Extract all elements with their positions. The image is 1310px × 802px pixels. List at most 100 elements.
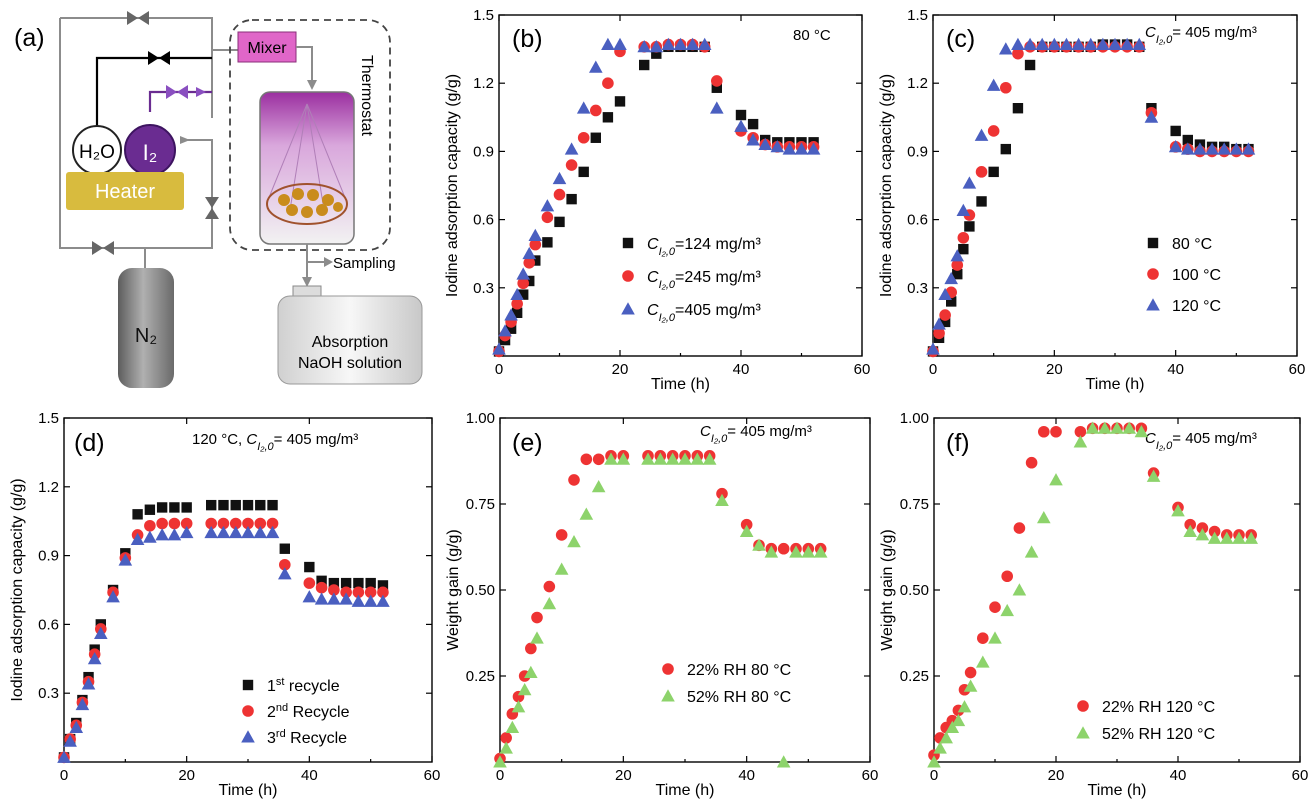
data-point (564, 142, 579, 155)
data-point (169, 502, 180, 513)
absorption-label-line2: NaOH solution (298, 355, 402, 372)
data-point (939, 309, 951, 321)
data-point (702, 452, 717, 465)
panel-letter-c: (c) (946, 25, 975, 53)
nitrogen-cylinder-icon (118, 268, 174, 388)
legend-marker (1147, 237, 1159, 249)
data-point (770, 140, 785, 153)
data-point (143, 530, 157, 543)
data-point (106, 590, 120, 603)
nitrogen-label: N₂ (135, 325, 157, 347)
data-point (1220, 531, 1234, 544)
data-point (522, 246, 537, 260)
iodine-line (148, 85, 212, 112)
heater-label: Heater (95, 181, 155, 203)
x-tick-label: 40 (738, 767, 755, 784)
x-tick-label: 40 (1167, 361, 1184, 378)
x-tick-label: 0 (930, 767, 938, 784)
legend-label: 22% RH 80 °C (687, 662, 791, 679)
data-point (1134, 424, 1149, 438)
data-point (710, 101, 724, 114)
data-point (962, 176, 977, 189)
iodine-flask-label: I₂ (143, 140, 158, 165)
data-point (1144, 110, 1159, 123)
data-point (504, 308, 518, 321)
legend: 22% RH 80 °C 52% RH 80 °C (661, 662, 791, 706)
data-point (1024, 545, 1039, 558)
data-point (801, 545, 816, 558)
data-point (242, 517, 254, 530)
data-point (740, 518, 753, 531)
legend: CI₂,0=124 mg/m³ CI₂,0=245 mg/m³ CI₂,0=405 … (621, 236, 761, 324)
data-point (938, 287, 952, 301)
data-point (989, 601, 1001, 613)
data-point (303, 577, 316, 589)
data-point (987, 125, 1000, 137)
series-d-0 (58, 499, 389, 763)
data-point (255, 499, 266, 511)
data-point (304, 561, 315, 573)
arrow-icon-bottle (302, 277, 312, 287)
water-flask-label: H₂O (79, 142, 115, 163)
y-tick-label: 0.50 (466, 582, 495, 599)
heater-icon (66, 172, 184, 210)
y-tick-label: 1.5 (473, 7, 494, 24)
data-point (516, 267, 530, 280)
y-tick-label: 0.6 (907, 212, 928, 229)
series-d-2 (57, 525, 390, 763)
data-point (505, 720, 520, 734)
data-point (964, 221, 975, 232)
data-point (363, 594, 378, 607)
y-tick-label: 1.00 (466, 410, 495, 427)
data-point (747, 118, 759, 130)
data-point (1171, 504, 1185, 517)
data-point (613, 37, 627, 50)
data-point (1122, 421, 1136, 434)
legend-label: CI₂,0=405 mg/m³ (647, 302, 761, 324)
legend: 80 °C 100 °C 120 °C (1146, 236, 1221, 315)
x-tick-label: 60 (1292, 767, 1309, 784)
valve-icon-right (205, 197, 219, 219)
data-point (530, 631, 544, 644)
data-point (716, 487, 728, 500)
data-point (1038, 425, 1050, 438)
data-point (69, 720, 84, 734)
data-point (1073, 435, 1088, 448)
x-axis-title: Time (h) (1086, 376, 1145, 393)
mixer-label: Mixer (247, 40, 287, 57)
data-point (958, 243, 969, 255)
data-point (518, 289, 529, 300)
data-point (945, 720, 960, 734)
panel-annotation: 80 °C (793, 27, 831, 44)
schematic-panel: (a) H₂O I₂ (14, 11, 423, 388)
absorption-bottle-icon (277, 285, 423, 385)
data-point (340, 586, 352, 599)
y-tick-label: 1.5 (38, 410, 59, 427)
data-point (1023, 37, 1037, 50)
data-point (229, 517, 242, 530)
legend-label: 100 °C (1172, 267, 1221, 284)
data-point (511, 297, 523, 310)
data-point (697, 37, 712, 50)
data-point (377, 586, 389, 599)
data-point (144, 504, 156, 515)
plot-frame (499, 417, 871, 763)
data-point (511, 307, 523, 319)
panel-annotation: CI₂,0= 405 mg/m³ (700, 423, 812, 445)
data-point (218, 499, 229, 511)
y-tick-label: 0.25 (466, 668, 495, 685)
data-point (604, 452, 618, 465)
data-point (986, 78, 1001, 91)
data-point (1000, 603, 1014, 617)
data-point (328, 584, 340, 596)
data-point (933, 327, 945, 340)
data-point (641, 452, 655, 465)
data-point (179, 525, 194, 539)
data-point (974, 128, 989, 141)
data-point (1024, 59, 1036, 71)
data-point (711, 75, 723, 87)
data-point (543, 580, 556, 593)
data-point (1000, 143, 1011, 155)
data-point (552, 171, 567, 185)
data-point (653, 452, 668, 465)
